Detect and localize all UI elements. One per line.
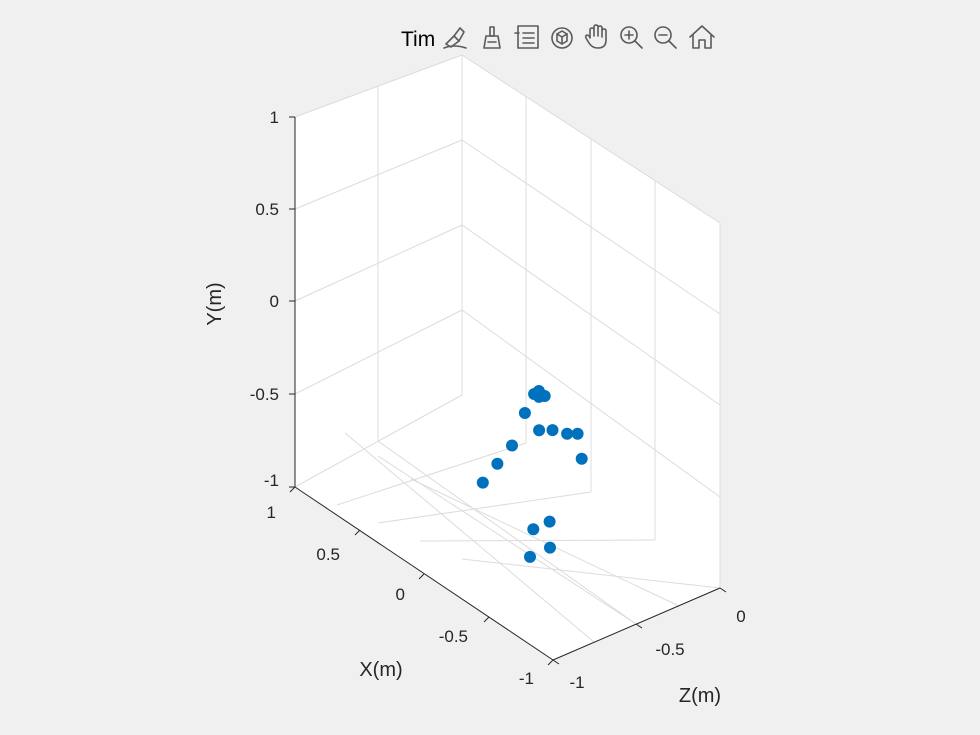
y-tick-label: 0	[270, 292, 279, 311]
y-axis-label: Y(m)	[204, 282, 226, 325]
data-point	[546, 424, 559, 437]
z-axis-label: Z(m)	[679, 685, 721, 707]
data-point	[533, 424, 546, 437]
tick-labels: 1 0.5 0 -0.5 -1 1 0.5 0 -0.5 -1 0 -0.5 -…	[250, 108, 746, 692]
z-tick-label: -1	[569, 673, 584, 692]
y-tick-label: -0.5	[250, 385, 279, 404]
data-point	[476, 476, 489, 489]
zoom-out-icon[interactable]	[652, 24, 680, 50]
scatter-series	[476, 385, 588, 563]
data-point	[561, 427, 574, 440]
x-axis-label: X(m)	[359, 659, 402, 681]
data-point	[538, 390, 551, 402]
y-tick-label: -1	[264, 471, 279, 490]
data-point	[544, 541, 556, 554]
x-tick-label: -1	[519, 669, 534, 688]
rotate-3d-icon[interactable]	[548, 24, 576, 50]
y-tick-label: 1	[270, 108, 279, 127]
x-axis-line	[294, 486, 554, 661]
data-point	[543, 515, 556, 528]
z-tick-label: -0.5	[655, 640, 684, 659]
x-tick-label: 1	[267, 503, 276, 522]
y-tick-label: 0.5	[255, 200, 279, 219]
chart-title: Tim	[401, 28, 435, 51]
ticks	[289, 116, 727, 666]
data-point	[575, 452, 588, 465]
x-tick-label: 0	[396, 585, 405, 604]
axes-toolbar	[442, 24, 716, 50]
x-tick-label: -0.5	[439, 627, 468, 646]
home-icon[interactable]	[688, 24, 716, 50]
floor-pane	[295, 395, 720, 660]
grid	[294, 54, 721, 643]
data-point	[527, 523, 540, 536]
data-point	[506, 439, 518, 452]
brush-icon[interactable]	[478, 24, 506, 50]
data-point	[491, 457, 504, 470]
zoom-in-icon[interactable]	[618, 24, 646, 50]
z-tick-label: 0	[736, 607, 745, 626]
legend-icon[interactable]	[514, 24, 542, 50]
data-point	[518, 407, 531, 419]
brush-edit-icon[interactable]	[442, 24, 470, 50]
pan-hand-icon[interactable]	[583, 24, 611, 50]
data-point	[524, 550, 536, 563]
x-tick-label: 0.5	[316, 545, 340, 564]
data-point	[571, 427, 584, 440]
